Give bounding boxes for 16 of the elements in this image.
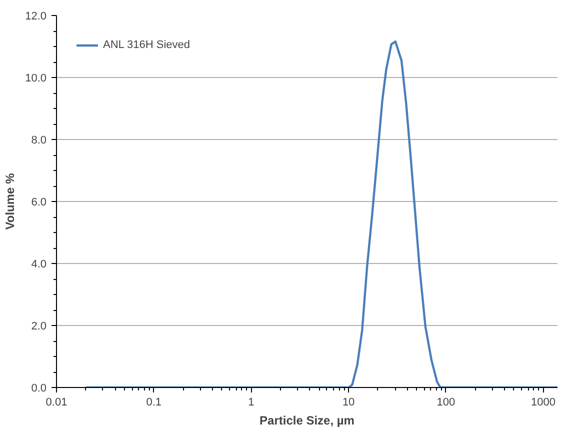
x-tick-label: 1 [248,396,254,408]
x-tick-label: 1000 [531,396,556,408]
y-tick-label: 6.0 [31,196,47,208]
y-tick-label: 12.0 [25,10,47,22]
x-tick-label: 100 [436,396,456,408]
y-tick-label: 10.0 [25,72,47,84]
legend-label: ANL 316H Sieved [103,39,190,51]
x-tick-label: 0.1 [146,396,162,408]
y-tick-label: 2.0 [31,320,47,332]
x-axis-title: Particle Size, µm [260,414,354,428]
y-axis-title: Volume % [3,172,18,230]
y-tick-label: 8.0 [31,134,47,146]
y-tick-label: 4.0 [31,258,47,270]
x-tick-label: 0.01 [46,396,68,408]
y-tick-label: 0.0 [31,382,47,394]
x-tick-label: 10 [342,396,355,408]
